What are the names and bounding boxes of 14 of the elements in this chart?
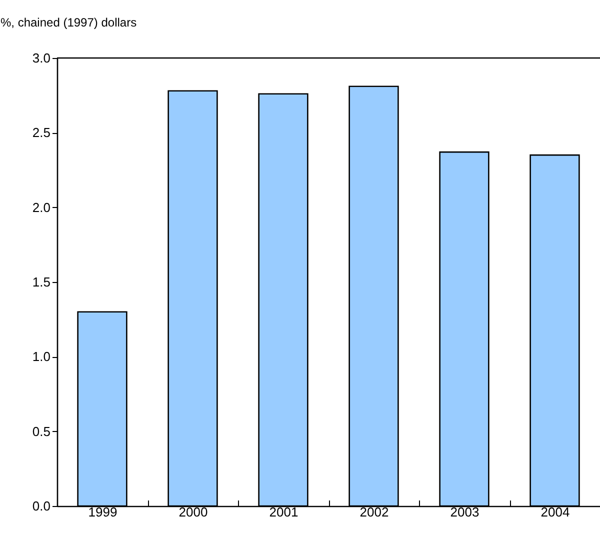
x-tick-label: 2002 [360, 504, 389, 520]
y-axis-title: %, chained (1997) dollars [0, 16, 137, 30]
y-tick-label: 1.5 [32, 274, 50, 290]
x-tick-label: 2001 [269, 504, 298, 520]
y-tick-label: 2.5 [32, 125, 50, 140]
y-tick-label: 3.0 [32, 50, 50, 66]
x-tick-label: 2000 [178, 504, 208, 520]
y-tick-label: 2.0 [32, 200, 50, 215]
x-tick-label: 2004 [540, 504, 570, 520]
y-tick-label: 0.5 [32, 424, 50, 439]
x-tick-label: 2003 [450, 504, 480, 520]
y-tick-label: 0.0 [32, 498, 50, 514]
y-tick-label: 1.0 [32, 349, 50, 364]
x-tick-label: 1999 [88, 504, 118, 520]
